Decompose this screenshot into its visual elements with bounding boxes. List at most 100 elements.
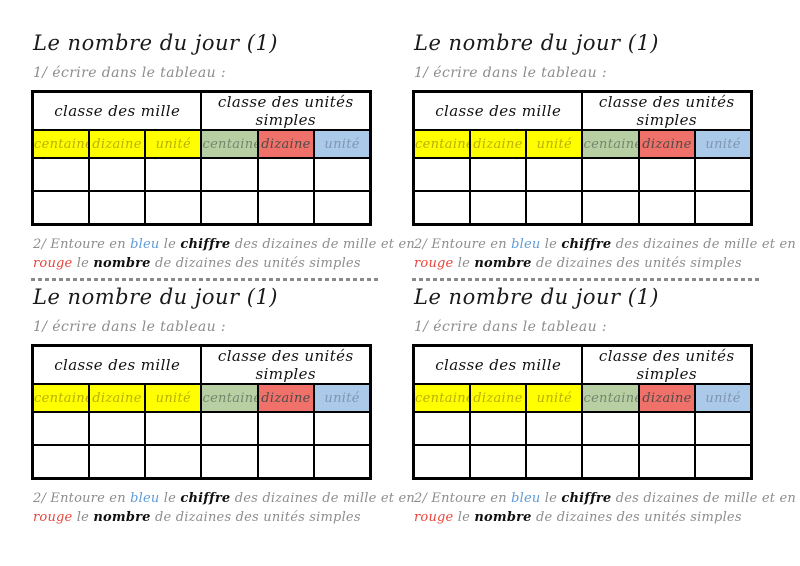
- answer-cell: [144, 411, 203, 446]
- column-header-simples-unite: unité: [694, 129, 753, 159]
- step2-text-part: le: [72, 509, 94, 525]
- table-group-header-row: classe des mille classe des unités simpl…: [412, 344, 753, 385]
- answer-cell: [468, 190, 528, 225]
- step2-instruction: 2/ Entoure en bleu le chiffre des dizain…: [414, 235, 796, 273]
- red-word: rouge: [414, 509, 454, 525]
- place-value-table: classe des mille classe des unités simpl…: [31, 344, 372, 480]
- answer-row-1: [412, 411, 753, 446]
- column-header-simples-dizaine: dizaine: [637, 383, 697, 413]
- column-header-simples-unite: unité: [694, 383, 753, 413]
- blue-word: bleu: [130, 236, 160, 252]
- red-word: rouge: [414, 255, 454, 271]
- column-header-mille-centaine: centaine: [31, 129, 90, 159]
- step2-text-part: des dizaines de mille et en: [230, 490, 415, 506]
- group-header-unites-simples: classe des unités simples: [581, 90, 753, 131]
- answer-cell: [200, 444, 259, 479]
- answer-row-1: [412, 157, 753, 192]
- worksheet-quadrant-bottom-right: Le nombre du jour (1) 1/ écrire dans le …: [412, 282, 796, 527]
- answer-cell: [200, 157, 259, 192]
- step2-instruction: 2/ Entoure en bleu le chiffre des dizain…: [33, 489, 415, 527]
- answer-cell: [200, 190, 259, 225]
- answer-cell: [87, 444, 147, 479]
- column-header-simples-centaine: centaine: [200, 129, 259, 159]
- answer-cell: [637, 411, 697, 446]
- answer-cell: [144, 157, 203, 192]
- page-title: Le nombre du jour (1): [33, 31, 278, 55]
- red-word: rouge: [33, 255, 73, 271]
- chiffre-word: chiffre: [561, 490, 612, 506]
- nombre-word: nombre: [93, 255, 151, 271]
- answer-cell: [31, 444, 90, 479]
- step2-text-part: de dizaines des unités simples: [150, 509, 361, 525]
- step1-instruction: 1/ écrire dans le tableau :: [33, 319, 226, 335]
- step2-text-part: le: [540, 490, 562, 506]
- column-header-mille-centaine: centaine: [412, 383, 471, 413]
- answer-cell: [525, 444, 584, 479]
- step2-text-part: le: [72, 255, 94, 271]
- answer-row-2: [31, 444, 372, 479]
- answer-cell: [87, 157, 147, 192]
- answer-cell: [694, 190, 753, 225]
- group-header-mille: classe des mille: [31, 90, 203, 131]
- column-header-simples-unite: unité: [313, 129, 372, 159]
- step2-text-part: le: [159, 490, 181, 506]
- answer-cell: [637, 157, 697, 192]
- step1-instruction: 1/ écrire dans le tableau :: [414, 319, 607, 335]
- blue-word: bleu: [130, 490, 160, 506]
- page-title: Le nombre du jour (1): [33, 285, 278, 309]
- answer-cell: [581, 190, 640, 225]
- answer-cell: [412, 411, 471, 446]
- column-header-mille-unite: unité: [144, 129, 203, 159]
- place-value-table: classe des mille classe des unités simpl…: [31, 90, 372, 226]
- answer-cell: [525, 411, 584, 446]
- column-header-mille-unite: unité: [525, 383, 584, 413]
- step1-instruction: 1/ écrire dans le tableau :: [33, 65, 226, 81]
- answer-cell: [581, 444, 640, 479]
- answer-cell: [256, 411, 316, 446]
- answer-cell: [694, 157, 753, 192]
- answer-cell: [313, 411, 372, 446]
- step2-text-part: le: [453, 509, 475, 525]
- answer-row-1: [31, 411, 372, 446]
- answer-row-2: [412, 190, 753, 225]
- answer-cell: [256, 444, 316, 479]
- step2-text-part: le: [159, 236, 181, 252]
- table-group-header-row: classe des mille classe des unités simpl…: [412, 90, 753, 131]
- column-header-simples-centaine: centaine: [200, 383, 259, 413]
- table-group-header-row: classe des mille classe des unités simpl…: [31, 90, 372, 131]
- table-column-label-row: centaine dizaine unité centaine dizaine …: [412, 383, 753, 413]
- table-column-label-row: centaine dizaine unité centaine dizaine …: [412, 129, 753, 159]
- chiffre-word: chiffre: [561, 236, 612, 252]
- answer-cell: [144, 190, 203, 225]
- nombre-word: nombre: [93, 509, 151, 525]
- answer-cell: [87, 190, 147, 225]
- column-header-simples-centaine: centaine: [581, 383, 640, 413]
- step2-text-part: des dizaines de mille et en: [611, 236, 796, 252]
- step1-instruction: 1/ écrire dans le tableau :: [414, 65, 607, 81]
- answer-cell: [144, 444, 203, 479]
- answer-cell: [412, 157, 471, 192]
- step2-text-part: des dizaines de mille et en: [611, 490, 796, 506]
- step2-text-part: de dizaines des unités simples: [150, 255, 361, 271]
- answer-cell: [637, 444, 697, 479]
- answer-cell: [525, 157, 584, 192]
- table-column-label-row: centaine dizaine unité centaine dizaine …: [31, 383, 372, 413]
- group-header-mille: classe des mille: [31, 344, 203, 385]
- answer-cell: [525, 190, 584, 225]
- answer-cell: [412, 444, 471, 479]
- answer-cell: [87, 411, 147, 446]
- answer-cell: [31, 190, 90, 225]
- place-value-table: classe des mille classe des unités simpl…: [412, 90, 753, 226]
- column-header-mille-dizaine: dizaine: [468, 129, 528, 159]
- column-header-mille-unite: unité: [144, 383, 203, 413]
- group-header-mille: classe des mille: [412, 90, 584, 131]
- column-header-simples-unite: unité: [313, 383, 372, 413]
- answer-cell: [694, 411, 753, 446]
- column-header-mille-centaine: centaine: [31, 383, 90, 413]
- step2-text-part: le: [540, 236, 562, 252]
- answer-row-1: [31, 157, 372, 192]
- group-header-unites-simples: classe des unités simples: [200, 344, 372, 385]
- step2-text-part: de dizaines des unités simples: [531, 509, 742, 525]
- column-header-simples-dizaine: dizaine: [256, 129, 316, 159]
- column-header-mille-dizaine: dizaine: [468, 383, 528, 413]
